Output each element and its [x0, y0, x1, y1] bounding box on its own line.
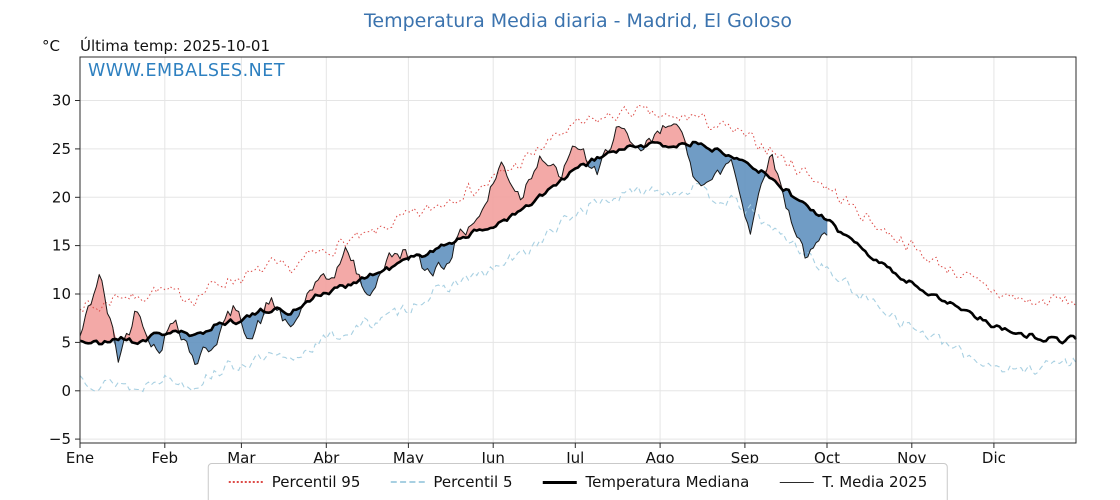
- last-temp-label: Última temp: 2025-10-01: [80, 37, 271, 55]
- y-tick-label: 20: [52, 188, 71, 206]
- plot-border: [79, 56, 1077, 444]
- temperatura-mediana-line: [79, 140, 1077, 346]
- legend-item-percentil-95: Percentil 95: [228, 473, 361, 491]
- x-tick-label: Abr: [313, 449, 340, 467]
- y-tick-label: 25: [52, 140, 71, 158]
- y-tick-label: 0: [61, 382, 71, 400]
- x-tick-label: Jul: [565, 449, 584, 467]
- percentil-95-line: [79, 104, 1077, 313]
- x-tick-label: Oct: [814, 449, 840, 467]
- x-tick-label: Sep: [731, 449, 759, 467]
- x-axis-labels: Ene Feb Mar Abr May Jun Jul Ago Sep Oct Nov Dic: [66, 443, 1006, 467]
- y-tick-label: 5: [61, 333, 71, 351]
- t-media-2025-line: [79, 123, 828, 365]
- y-tick-label: −5: [49, 430, 71, 448]
- x-tick-label: Nov: [897, 449, 926, 467]
- percentil-5-line: [79, 182, 1077, 393]
- x-tick-label: Mar: [227, 449, 256, 467]
- x-tick-label: Feb: [152, 449, 179, 467]
- percentil-95-line-icon: [228, 481, 263, 483]
- y-tick-label: 15: [52, 237, 71, 255]
- watermark: WWW.EMBALSES.NET: [88, 61, 286, 81]
- mediana-line-icon: [542, 480, 577, 484]
- x-tick-label: May: [393, 449, 424, 467]
- x-tick-label: Ene: [66, 449, 94, 467]
- legend-item-media-2025: T. Media 2025: [779, 473, 927, 491]
- media-2025-line-icon: [779, 481, 814, 483]
- chart-legend: Percentil 95 Percentil 5 Temperatura Med…: [207, 463, 949, 500]
- legend-label-mediana: Temperatura Mediana: [585, 473, 750, 491]
- y-axis-unit-label: °C: [42, 37, 60, 55]
- y-tick-label: 30: [52, 92, 71, 110]
- legend-label-percentil-95: Percentil 95: [271, 473, 361, 491]
- percentil-5-line-icon: [390, 481, 425, 483]
- x-tick-label: Ago: [646, 449, 675, 467]
- legend-item-mediana: Temperatura Mediana: [542, 473, 749, 491]
- y-tick-label: 10: [52, 285, 71, 303]
- fill-below-median: [79, 141, 828, 365]
- legend-item-percentil-5: Percentil 5: [390, 473, 512, 491]
- legend-label-media-2025: T. Media 2025: [822, 473, 928, 491]
- x-tick-label: Dic: [982, 449, 1006, 467]
- legend-label-percentil-5: Percentil 5: [433, 473, 513, 491]
- x-tick-label: Jun: [480, 449, 504, 467]
- gridlines: [79, 57, 1076, 443]
- chart-title: Temperatura Media diaria - Madrid, El Go…: [364, 10, 792, 32]
- y-axis-labels: −5 0 5 10 15 20 25 30: [49, 92, 80, 448]
